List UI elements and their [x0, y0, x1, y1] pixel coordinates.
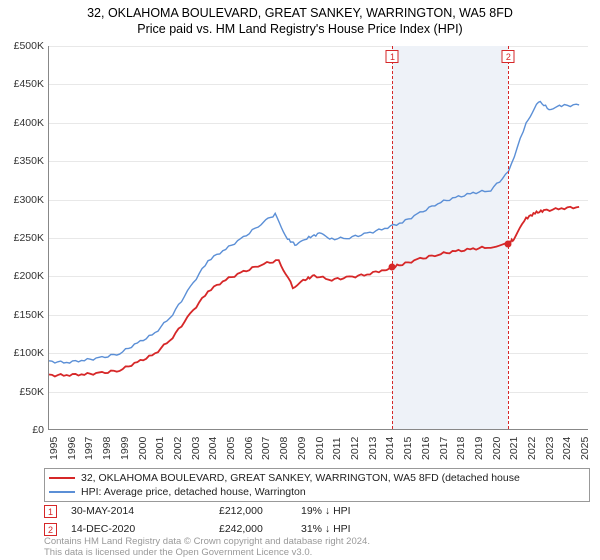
- legend-swatch: [49, 477, 75, 479]
- sale-row-diff: 19% ↓ HPI: [301, 502, 411, 520]
- x-tick-label: 2005: [225, 437, 237, 460]
- legend-label: HPI: Average price, detached house, Warr…: [81, 485, 306, 499]
- x-tick-label: 2009: [296, 437, 308, 460]
- y-tick-label: £250K: [14, 232, 44, 244]
- y-tick-label: £0: [32, 424, 44, 436]
- x-tick-label: 2000: [137, 437, 149, 460]
- x-tick-label: 2011: [331, 437, 343, 460]
- y-tick-label: £300K: [14, 194, 44, 206]
- x-tick-label: 2021: [508, 437, 520, 460]
- x-tick-label: 2012: [349, 437, 361, 460]
- x-tick-label: 2006: [243, 437, 255, 460]
- x-tick-label: 2014: [384, 437, 396, 460]
- series-price_paid: [49, 207, 579, 377]
- legend-row: 32, OKLAHOMA BOULEVARD, GREAT SANKEY, WA…: [49, 471, 585, 485]
- chart-plot-area: 12: [48, 46, 588, 430]
- sale-row-marker: 1: [44, 505, 57, 518]
- sale-marker-dot: [389, 264, 396, 271]
- sale-row-date: 30-MAY-2014: [71, 502, 219, 520]
- x-tick-label: 1997: [83, 437, 95, 460]
- chart-title: 32, OKLAHOMA BOULEVARD, GREAT SANKEY, WA…: [0, 0, 600, 38]
- x-tick-label: 2025: [579, 437, 591, 460]
- sale-events-table: 130-MAY-2014£212,00019% ↓ HPI214-DEC-202…: [44, 502, 590, 538]
- x-tick-label: 2013: [367, 437, 379, 460]
- x-tick-label: 2002: [172, 437, 184, 460]
- chart-legend: 32, OKLAHOMA BOULEVARD, GREAT SANKEY, WA…: [44, 468, 590, 502]
- x-tick-label: 2017: [438, 437, 450, 460]
- x-tick-label: 2003: [190, 437, 202, 460]
- x-tick-label: 2019: [473, 437, 485, 460]
- copyright-line2: This data is licensed under the Open Gov…: [44, 547, 590, 558]
- x-tick-label: 2008: [278, 437, 290, 460]
- legend-label: 32, OKLAHOMA BOULEVARD, GREAT SANKEY, WA…: [81, 471, 520, 485]
- y-tick-label: £350K: [14, 155, 44, 167]
- sale-marker-line: [508, 46, 509, 429]
- y-tick-label: £200K: [14, 270, 44, 282]
- x-tick-label: 2018: [455, 437, 467, 460]
- sale-marker-label: 2: [502, 50, 515, 63]
- x-tick-label: 2016: [420, 437, 432, 460]
- sale-marker-dot: [505, 241, 512, 248]
- legend-row: HPI: Average price, detached house, Warr…: [49, 485, 585, 499]
- y-tick-label: £100K: [14, 347, 44, 359]
- sale-row: 1 30-MAY-2014£212,00019% ↓ HPI: [44, 502, 590, 520]
- title-subtitle: Price paid vs. HM Land Registry's House …: [10, 22, 590, 36]
- x-tick-label: 2001: [154, 437, 166, 460]
- y-tick-label: £50K: [19, 386, 44, 398]
- x-axis: 1995 1996 1997 1998 1999 2000 2001 2002 2003 2004…: [48, 430, 588, 470]
- x-tick-label: 2004: [207, 437, 219, 460]
- series-hpi: [49, 101, 579, 363]
- legend-swatch: [49, 491, 75, 493]
- x-tick-label: 1998: [101, 437, 113, 460]
- copyright-line1: Contains HM Land Registry data © Crown c…: [44, 536, 590, 547]
- x-tick-label: 2015: [402, 437, 414, 460]
- x-tick-label: 2007: [260, 437, 272, 460]
- x-tick-label: 2020: [491, 437, 503, 460]
- sale-marker-line: [392, 46, 393, 429]
- chart-lines: [49, 46, 588, 429]
- y-axis: £0£50K£100K£150K£200K£250K£300K£350K£400…: [0, 46, 48, 430]
- x-tick-label: 2023: [544, 437, 556, 460]
- sale-row-marker: 2: [44, 523, 57, 536]
- x-tick-label: 1995: [48, 437, 60, 460]
- y-tick-label: £500K: [14, 40, 44, 52]
- sale-marker-label: 1: [386, 50, 399, 63]
- x-tick-label: 1996: [66, 437, 78, 460]
- x-tick-label: 2024: [561, 437, 573, 460]
- x-tick-label: 1999: [119, 437, 131, 460]
- title-address: 32, OKLAHOMA BOULEVARD, GREAT SANKEY, WA…: [10, 6, 590, 20]
- copyright-notice: Contains HM Land Registry data © Crown c…: [44, 536, 590, 558]
- x-tick-label: 2022: [526, 437, 538, 460]
- y-tick-label: £150K: [14, 309, 44, 321]
- sale-row-price: £212,000: [219, 502, 301, 520]
- y-tick-label: £450K: [14, 78, 44, 90]
- x-tick-label: 2010: [314, 437, 326, 460]
- y-tick-label: £400K: [14, 117, 44, 129]
